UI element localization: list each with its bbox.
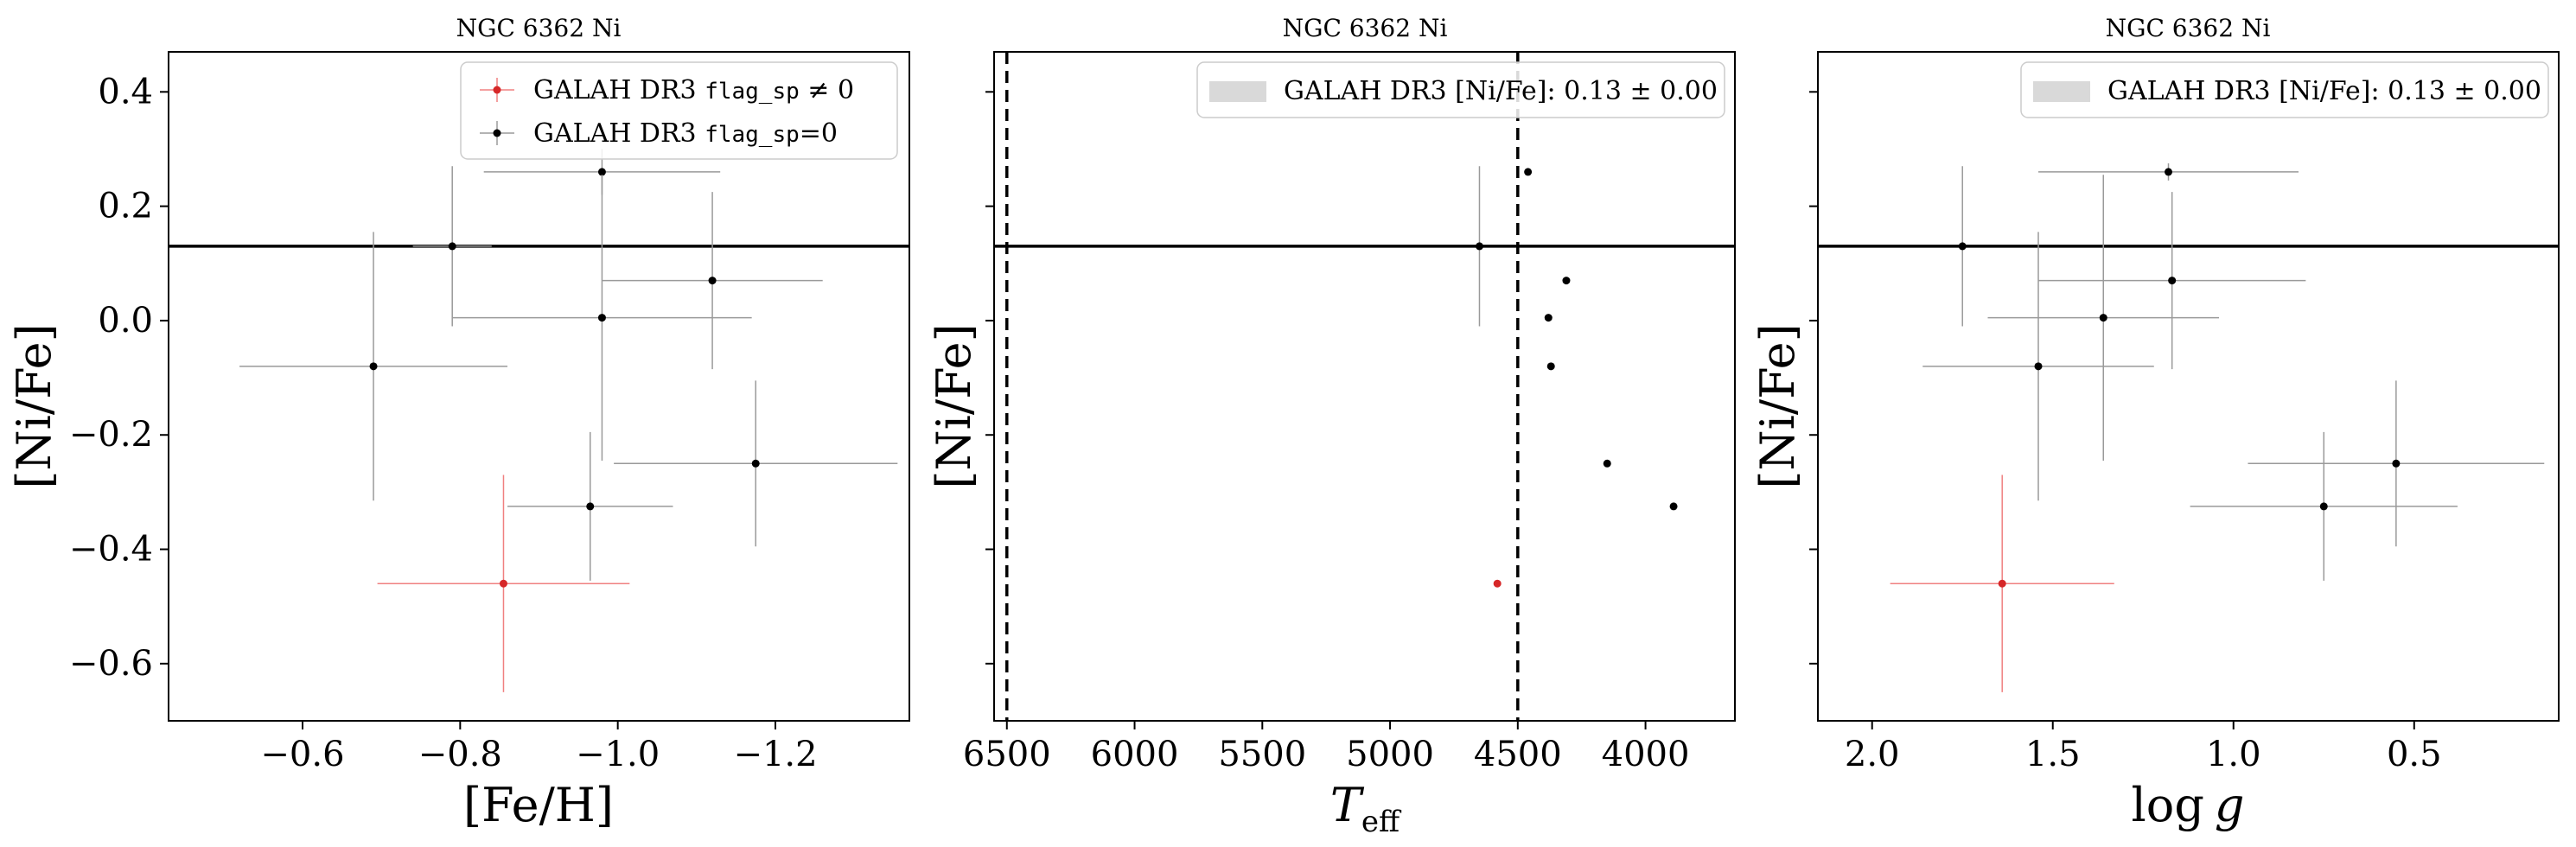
y-axis-label: [Ni/Fe] — [1750, 323, 1805, 488]
x-tick-label: 2.0 — [1845, 735, 1900, 774]
legend-box — [460, 61, 898, 160]
data-point — [2319, 502, 2328, 511]
data-point — [1562, 277, 1571, 285]
x-tick-label: 4000 — [1602, 735, 1690, 774]
legend: GALAH DR3 flag_sp ≠ 0 GALAH DR3 flag_sp=0 — [460, 61, 898, 160]
x-tick-label: −1.0 — [576, 735, 660, 774]
legend-swatch-band — [1209, 81, 1266, 102]
plot-frame — [1817, 51, 2560, 722]
y-tick-label: 0.4 — [98, 72, 153, 111]
legend-box — [2020, 61, 2549, 118]
x-tick-label: 6500 — [963, 735, 1051, 774]
data-point — [2099, 314, 2107, 322]
legend-swatch-band — [2033, 81, 2090, 102]
x-tick-label: 6000 — [1091, 735, 1179, 774]
data-point — [2392, 459, 2401, 468]
legend-box — [1196, 61, 1725, 118]
y-axis-label: [Ni/Fe] — [927, 323, 981, 488]
data-point — [1603, 459, 1611, 468]
x-axis-label: Teff — [1330, 778, 1402, 839]
y-tick-label: −0.4 — [69, 530, 153, 570]
data-point — [597, 168, 606, 176]
data-point — [2034, 362, 2043, 371]
legend: GALAH DR3 [Ni/Fe]: 0.13 ± 0.00 — [1196, 61, 1725, 118]
legend-label: GALAH DR3 flag_sp=0 — [533, 118, 838, 149]
data-point — [751, 459, 760, 468]
x-tick-label: 4500 — [1474, 735, 1562, 774]
data-marks — [169, 149, 909, 692]
plot-frame — [993, 51, 1736, 722]
panel-title: NGC 6362 Ni — [456, 14, 622, 42]
ticks: −0.6 −0.8 −1.0 −1.2 −0.6 −0.4 −0.2 0.0 0.2 0.4 — [69, 72, 818, 774]
data-point — [2168, 277, 2177, 285]
legend-label: GALAH DR3 [Ni/Fe]: 0.13 ± 0.00 — [2107, 76, 2541, 106]
legend-label: GALAH DR3 flag_sp ≠ 0 — [533, 75, 854, 105]
y-tick-label: 0.0 — [98, 301, 153, 341]
y-tick-label: −0.2 — [69, 415, 153, 455]
x-tick-label: 5500 — [1218, 735, 1306, 774]
ticks: 6500 6000 5500 5000 4500 4000 — [963, 91, 1690, 774]
panel-title: NGC 6362 Ni — [2106, 14, 2271, 42]
data-point — [369, 362, 378, 371]
panel-teff: NGC 6362 Ni Teff [Ni/Fe] 6500 6000 5500 500… — [927, 14, 1736, 839]
data-point — [1544, 314, 1553, 322]
x-tick-label: 0.5 — [2387, 735, 2442, 774]
data-point — [1998, 579, 2006, 588]
data-point — [1669, 502, 1678, 511]
x-tick-label: 1.5 — [2025, 735, 2081, 774]
legend-swatch-point — [493, 129, 501, 137]
panel-logg: NGC 6362 Ni log g [Ni/Fe] 2.0 1.5 1.0 0.5 GA… — [1750, 14, 2560, 832]
y-tick-label: 0.2 — [98, 187, 153, 226]
x-tick-label: −0.6 — [260, 735, 344, 774]
data-point — [708, 277, 717, 285]
data-marks — [1818, 163, 2559, 692]
legend: GALAH DR3 [Ni/Fe]: 0.13 ± 0.00 — [2020, 61, 2549, 118]
data-point — [1524, 168, 1533, 176]
plot-frame — [168, 51, 910, 722]
x-axis-label: [Fe/H] — [463, 778, 614, 832]
x-tick-label: −0.8 — [418, 735, 502, 774]
x-axis-label: log g — [2132, 778, 2245, 832]
data-marks — [994, 52, 1735, 721]
x-tick-label: 1.0 — [2206, 735, 2261, 774]
ticks: 2.0 1.5 1.0 0.5 — [1809, 91, 2442, 774]
data-point — [1958, 242, 1967, 251]
legend-label: GALAH DR3 [Ni/Fe]: 0.13 ± 0.00 — [1284, 76, 1718, 106]
data-point — [1475, 242, 1483, 251]
x-tick-label: −1.2 — [733, 735, 817, 774]
legend-swatch-point — [493, 86, 501, 94]
data-point — [499, 579, 507, 588]
panel-feh: NGC 6362 Ni [Fe/H] [Ni/Fe] −0.6 −0.8 −1.0−… — [7, 14, 910, 832]
x-tick-label: 5000 — [1346, 735, 1434, 774]
data-point — [586, 502, 595, 511]
panel-title: NGC 6362 Ni — [1283, 14, 1448, 42]
data-point — [1493, 579, 1502, 588]
data-point — [1546, 362, 1555, 371]
data-point — [597, 314, 606, 322]
y-tick-label: −0.6 — [69, 644, 153, 684]
data-point — [2165, 168, 2173, 176]
data-point — [448, 242, 456, 251]
y-axis-label: [Ni/Fe] — [7, 323, 61, 488]
